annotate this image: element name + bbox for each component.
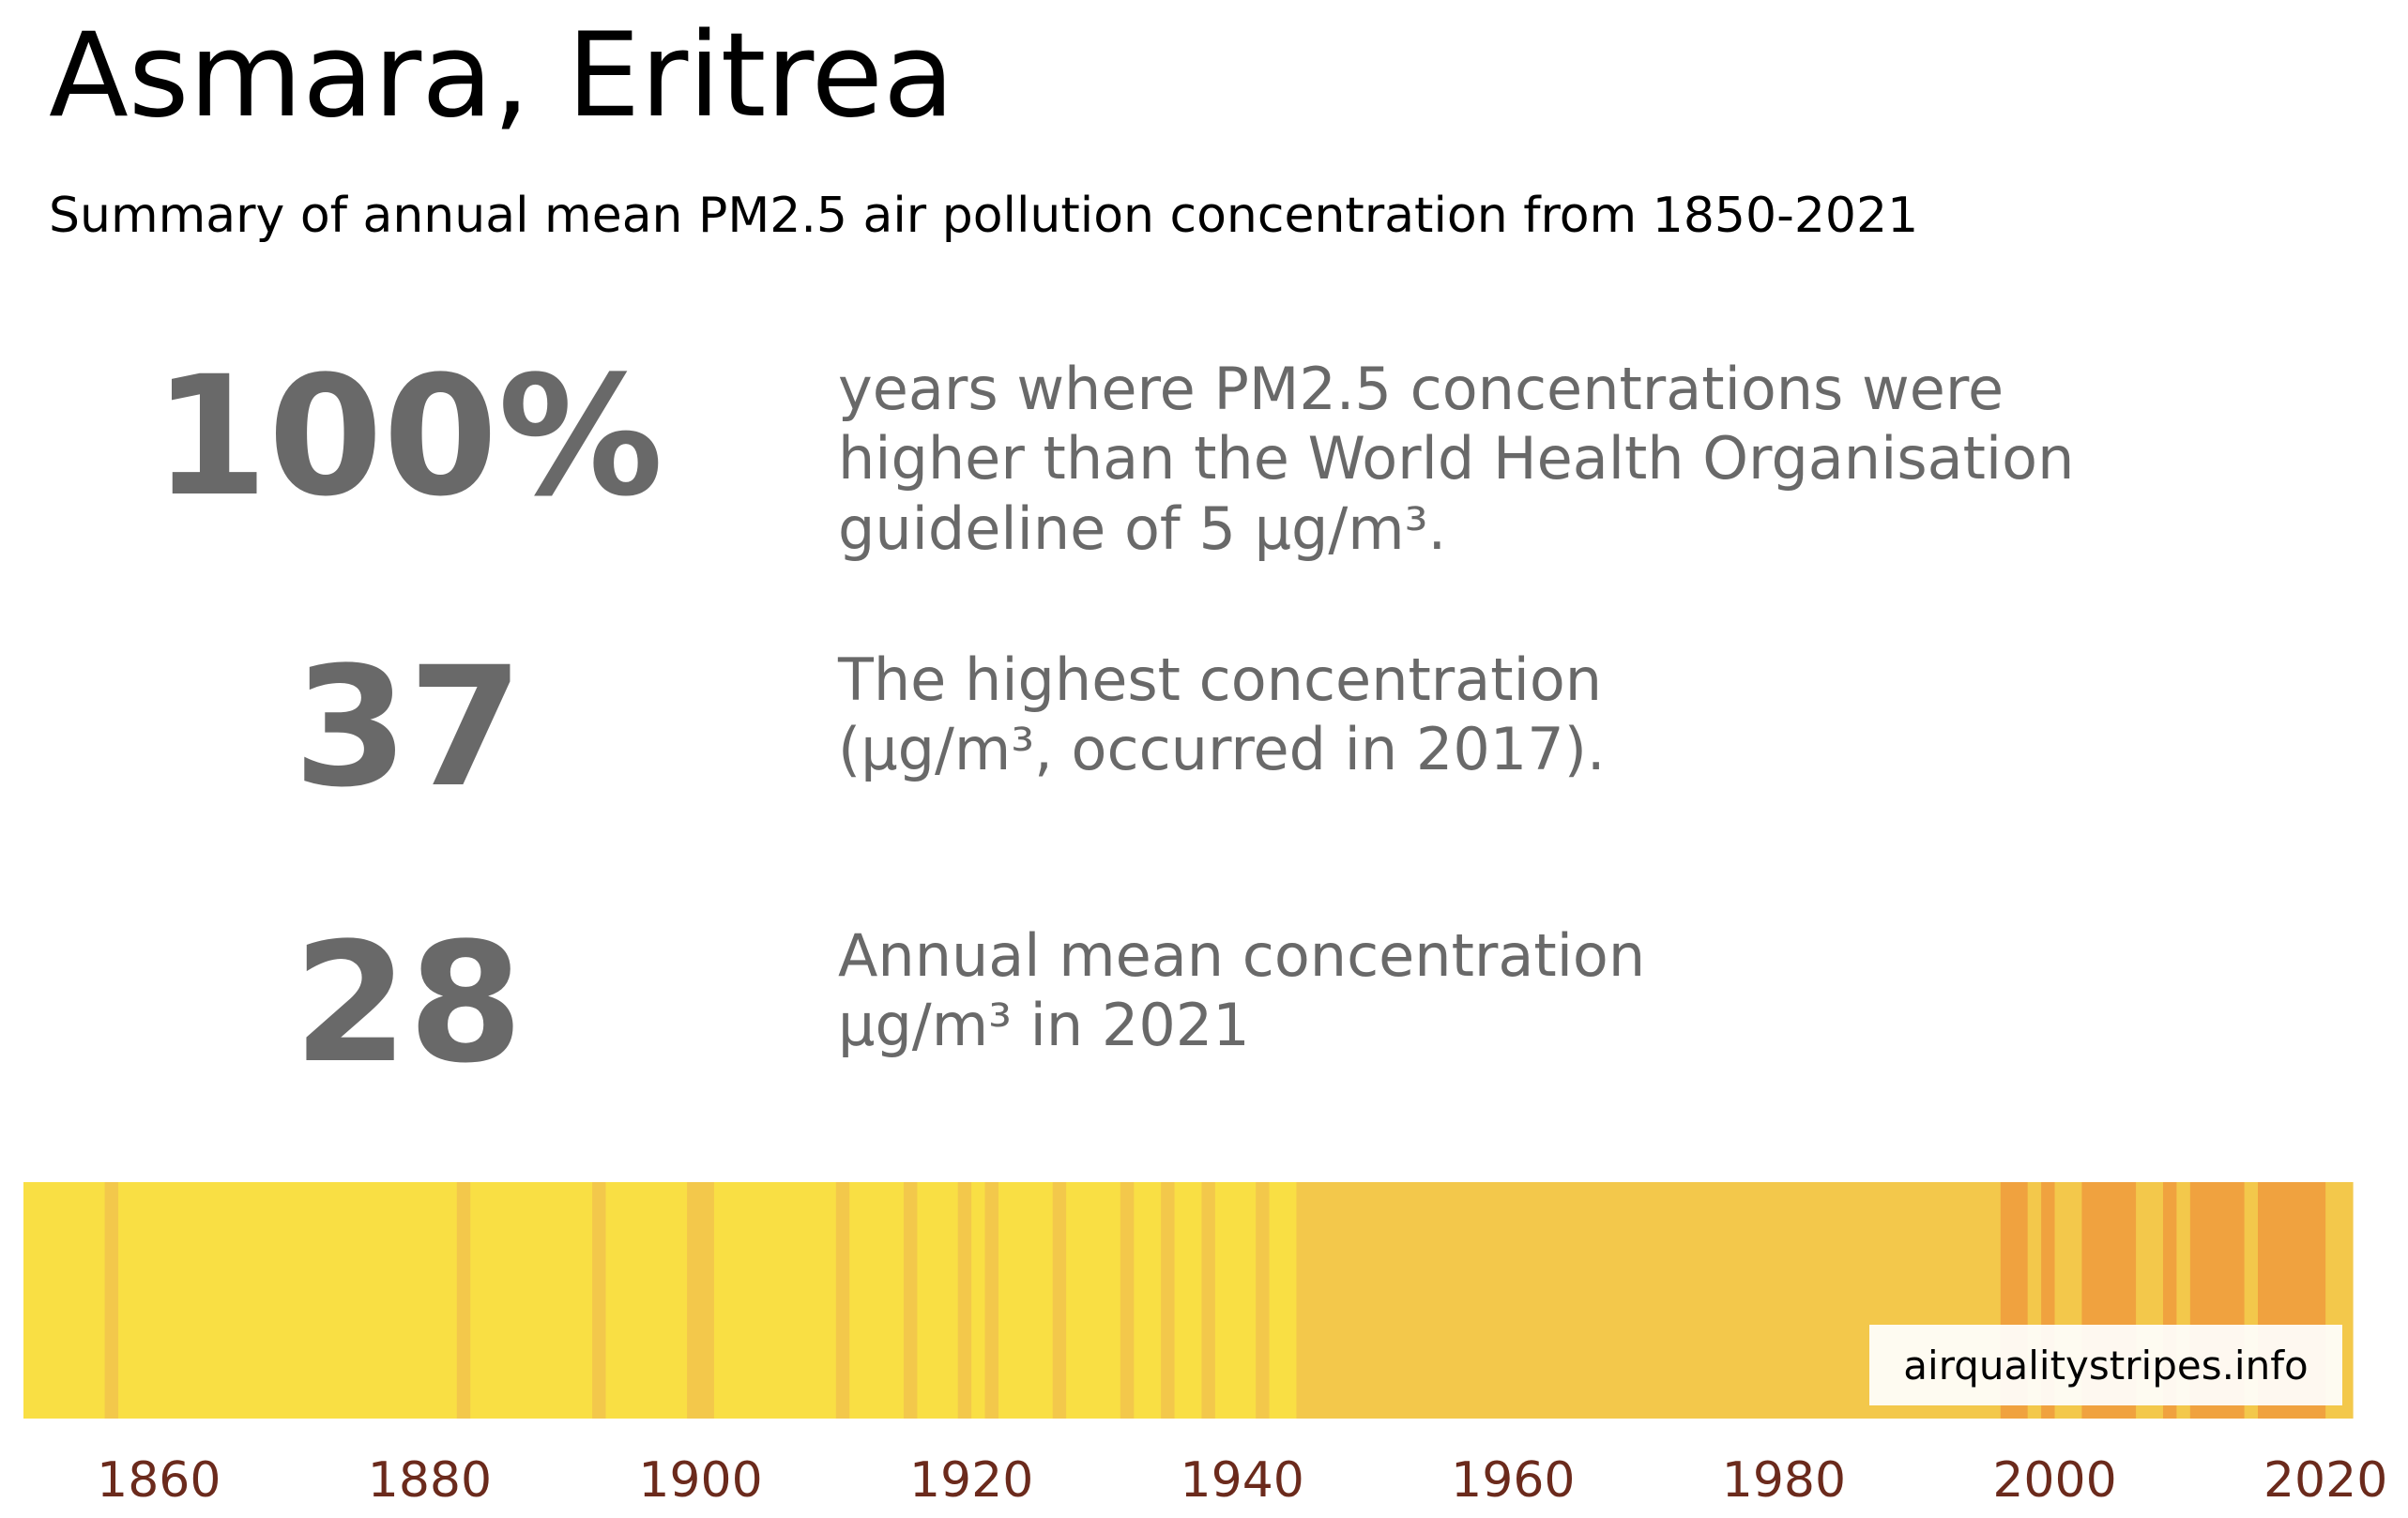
stripe-band <box>849 1182 905 1419</box>
stat-line: The highest concentration <box>838 645 1603 714</box>
x-tick-label: 2000 <box>1992 1452 2116 1509</box>
stripe-band <box>835 1182 850 1419</box>
stat-description-years-above-guideline: years where PM2.5 concentrations were hi… <box>838 355 2074 564</box>
x-tick-label: 2020 <box>2263 1452 2387 1509</box>
stripe-band <box>903 1182 918 1419</box>
watermark-badge: airqualitystripes.info <box>1869 1325 2342 1405</box>
stat-description-highest-concentration: The highest concentration (µg/m³, occurr… <box>838 645 1606 785</box>
page-subtitle: Summary of annual mean PM2.5 air polluti… <box>49 188 1919 244</box>
stripe-band <box>1269 1182 1298 1419</box>
stripe-band <box>998 1182 1054 1419</box>
stripe-band <box>687 1182 715 1419</box>
stripe-band <box>1161 1182 1176 1419</box>
stripe-band <box>713 1182 837 1419</box>
stripe-band <box>23 1182 106 1419</box>
stripe-band <box>984 1182 999 1419</box>
stat-line: guideline of 5 µg/m³. <box>838 493 1447 563</box>
stripe-band <box>1174 1182 1203 1419</box>
stat-value-highest-concentration: 37 <box>293 631 524 824</box>
page-title: Asmara, Eritrea <box>49 8 954 144</box>
stripe-band <box>104 1182 119 1419</box>
stripe-band <box>470 1182 593 1419</box>
x-tick-label: 1940 <box>1181 1452 1304 1509</box>
stripe-band <box>1256 1182 1271 1419</box>
stripe-band <box>917 1182 959 1419</box>
stripe-band <box>592 1182 607 1419</box>
x-tick-label: 1920 <box>909 1452 1033 1509</box>
stripe-band <box>1120 1182 1135 1419</box>
stripe-band <box>971 1182 986 1419</box>
stripe-band <box>1052 1182 1067 1419</box>
stat-description-mean-2021: Annual mean concentration µg/m³ in 2021 <box>838 921 1645 1061</box>
x-tick-label: 1980 <box>1722 1452 1846 1509</box>
stat-line: Annual mean concentration <box>838 921 1646 990</box>
stat-line: higher than the World Health Organisatio… <box>838 424 2075 493</box>
stat-value-mean-2021: 28 <box>293 907 524 1100</box>
stat-value-years-above-guideline: 100% <box>153 341 663 533</box>
stat-line: µg/m³ in 2021 <box>838 991 1250 1060</box>
stripe-band <box>957 1182 972 1419</box>
stripe-band <box>1201 1182 1216 1419</box>
stripe-band <box>1134 1182 1162 1419</box>
x-tick-label: 1880 <box>368 1452 492 1509</box>
stripe-band <box>456 1182 471 1419</box>
stripe-band <box>1214 1182 1257 1419</box>
stat-line: years where PM2.5 concentrations were <box>838 355 2004 423</box>
stripe-band <box>118 1182 458 1419</box>
x-tick-label: 1860 <box>97 1452 221 1509</box>
stripe-band <box>605 1182 688 1419</box>
stripe-band <box>1066 1182 1121 1419</box>
stat-line: (µg/m³, occurred in 2017). <box>838 715 1606 784</box>
x-tick-label: 1900 <box>638 1452 762 1509</box>
x-tick-label: 1960 <box>1451 1452 1575 1509</box>
